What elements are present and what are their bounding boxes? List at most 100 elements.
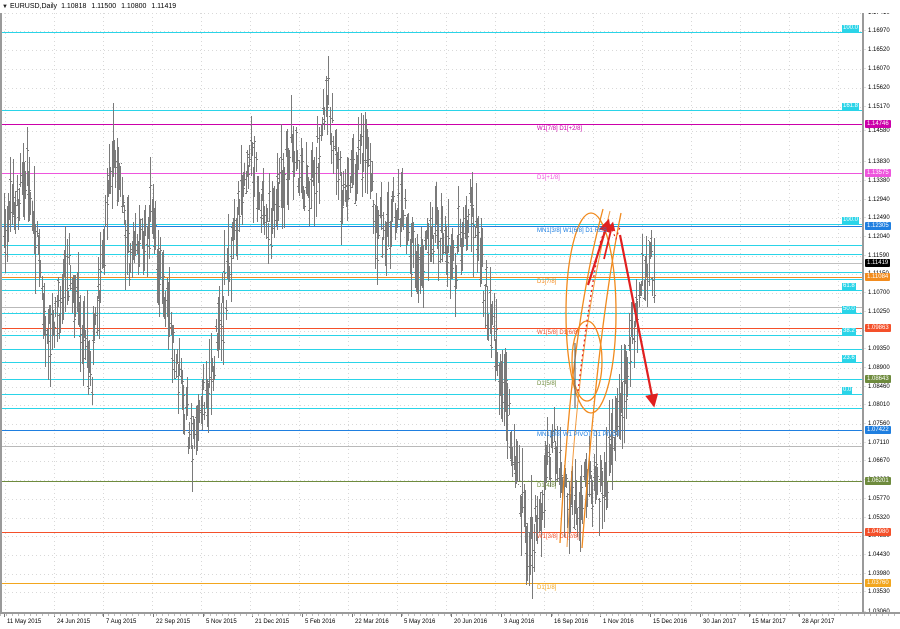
price-marker-label: 1.08643 xyxy=(865,375,891,383)
chart-collapse-icon[interactable]: ▼ xyxy=(2,3,8,10)
ohlc-low: 1.10800 xyxy=(121,3,147,10)
price-tick: · 1.12940 xyxy=(864,197,890,203)
bullish-impulse-arrow xyxy=(586,218,612,286)
time-tick: 21 Dec 2015 xyxy=(255,619,290,625)
chart-symbol-label: EURUSD,Daily xyxy=(10,3,58,10)
price-tick: · 1.03530 xyxy=(864,589,890,595)
time-tick: 7 Aug 2015 xyxy=(106,619,137,625)
chart-ohlc-values: 1.10818 1.11500 1.10800 1.11419 xyxy=(61,3,179,10)
price-marker-label: 1.11084 xyxy=(865,273,891,281)
price-tick: · 1.05770 xyxy=(864,496,890,502)
fib-level-line xyxy=(0,279,862,280)
time-tick: 15 Mar 2017 xyxy=(752,619,786,625)
murrey-level-line xyxy=(0,328,862,329)
price-tick: · 1.08010 xyxy=(864,402,890,408)
price-marker-label: 1.07422 xyxy=(865,426,891,434)
price-tick: · 1.16970 xyxy=(864,28,890,34)
price-tick: · 1.12040 xyxy=(864,234,890,240)
price-tick: · 1.06670 xyxy=(864,458,890,464)
fib-level-line xyxy=(0,224,862,225)
time-tick: 24 Jun 2015 xyxy=(57,619,91,625)
price-marker-label: 1.13575 xyxy=(865,169,891,177)
price-marker-label: 1.09863 xyxy=(865,324,891,332)
price-marker-label: 1.12305 xyxy=(865,222,891,230)
time-tick: 1 Nov 2016 xyxy=(603,619,634,625)
time-tick: 3 Aug 2016 xyxy=(504,619,535,625)
fib-level-line xyxy=(0,272,862,273)
price-tick: · 1.08900 xyxy=(864,365,890,371)
murrey-level-line xyxy=(0,173,862,174)
fib-level-line xyxy=(0,394,862,395)
price-tick: · 1.13380 xyxy=(864,178,890,184)
time-tick: 15 Dec 2016 xyxy=(653,619,688,625)
chart-plot-area[interactable]: W1[7/8] D1[+2/8] D1[+1/8] MN1[3/8] W1[6/8]… xyxy=(0,13,862,612)
time-tick: 20 Jun 2016 xyxy=(454,619,488,625)
price-tick: · 1.10700 xyxy=(864,290,890,296)
neutral-level-line xyxy=(0,446,862,447)
price-tick: · 1.15620 xyxy=(864,85,890,91)
fib-level-line xyxy=(0,290,862,291)
time-tick: 30 Jan 2017 xyxy=(703,619,737,625)
price-tick: · 1.16070 xyxy=(864,66,890,72)
time-tick: 16 Sep 2016 xyxy=(554,619,589,625)
murrey-level-line xyxy=(0,277,862,278)
time-tick: 22 Sep 2015 xyxy=(156,619,191,625)
price-tick: · 1.07110 xyxy=(864,440,890,446)
price-tick: · 1.03060 xyxy=(864,609,890,612)
murrey-level-lines xyxy=(0,13,862,612)
ohlc-high: 1.11500 xyxy=(91,3,117,10)
bearish-impulse-arrow xyxy=(618,234,659,408)
price-tick: · 1.10250 xyxy=(864,309,890,315)
time-tick: 5 Nov 2015 xyxy=(206,619,237,625)
murrey-level-line xyxy=(0,583,862,584)
consolidation-ellipse-large xyxy=(565,212,617,414)
channel-curve-right xyxy=(581,212,622,549)
ohlc-close: 1.11419 xyxy=(151,3,177,10)
price-tick: · 1.05320 xyxy=(864,515,890,521)
price-tick: · 1.15170 xyxy=(864,104,890,110)
current-price-line xyxy=(0,263,862,264)
price-tick: · 1.14580 xyxy=(864,128,890,134)
price-scale[interactable]: · 1.17410 · 1.16970 · 1.16520 · 1.16070 · 1.15620… xyxy=(862,13,900,612)
price-marker-label: 1.06201 xyxy=(865,477,891,485)
fib-level-line xyxy=(0,362,862,363)
price-tick: · 1.11590 xyxy=(864,253,890,259)
fib-level-line xyxy=(0,335,862,336)
price-tick: · 1.16520 xyxy=(864,47,890,53)
chart-header: ▼ EURUSD,Daily 1.10818 1.11500 1.10800 1… xyxy=(0,0,900,13)
fib-level-line xyxy=(0,408,862,409)
ohlc-open: 1.10818 xyxy=(61,3,87,10)
time-scale[interactable]: 11 May 2015 24 Jun 2015 7 Aug 2015 22 Sep 2… xyxy=(0,612,900,629)
price-marker-label: 1.14746 xyxy=(865,120,891,128)
price-tick: · 1.13830 xyxy=(864,159,890,165)
price-bars xyxy=(0,13,862,612)
price-tick: · 1.04880 xyxy=(864,533,890,539)
price-marker-label: 1.03760 xyxy=(865,579,891,587)
murrey-level-line xyxy=(0,124,862,125)
time-tick: 28 Apr 2017 xyxy=(802,619,835,625)
price-marker-label: 1.04980 xyxy=(865,528,891,536)
consolidation-ellipse-small xyxy=(571,320,603,402)
price-marker-label: 1.11419 xyxy=(865,259,891,267)
chart-annotations xyxy=(559,208,659,549)
time-tick: 5 Feb 2016 xyxy=(305,619,336,625)
price-tick: · 1.03980 xyxy=(864,571,890,577)
plot-left-border xyxy=(0,13,2,612)
murrey-level-line xyxy=(0,532,862,533)
price-tick: · 1.12490 xyxy=(864,215,890,221)
price-tick: · 1.09350 xyxy=(864,346,890,352)
fib-level-line xyxy=(0,379,862,380)
fib-level-line xyxy=(0,32,862,33)
fib-level-line xyxy=(0,349,862,350)
murrey-level-line xyxy=(0,430,862,431)
fib-level-line xyxy=(0,313,862,314)
neutral-level-line xyxy=(0,307,862,308)
time-tick: 22 Mar 2016 xyxy=(355,619,389,625)
price-tick: · 1.08460 xyxy=(864,384,890,390)
price-tick: · 1.17410 xyxy=(864,13,890,16)
fib-level-line xyxy=(0,110,862,111)
price-tick: · 1.07560 xyxy=(864,421,890,427)
time-tick: 11 May 2015 xyxy=(7,619,42,625)
murrey-level-line xyxy=(0,481,862,482)
